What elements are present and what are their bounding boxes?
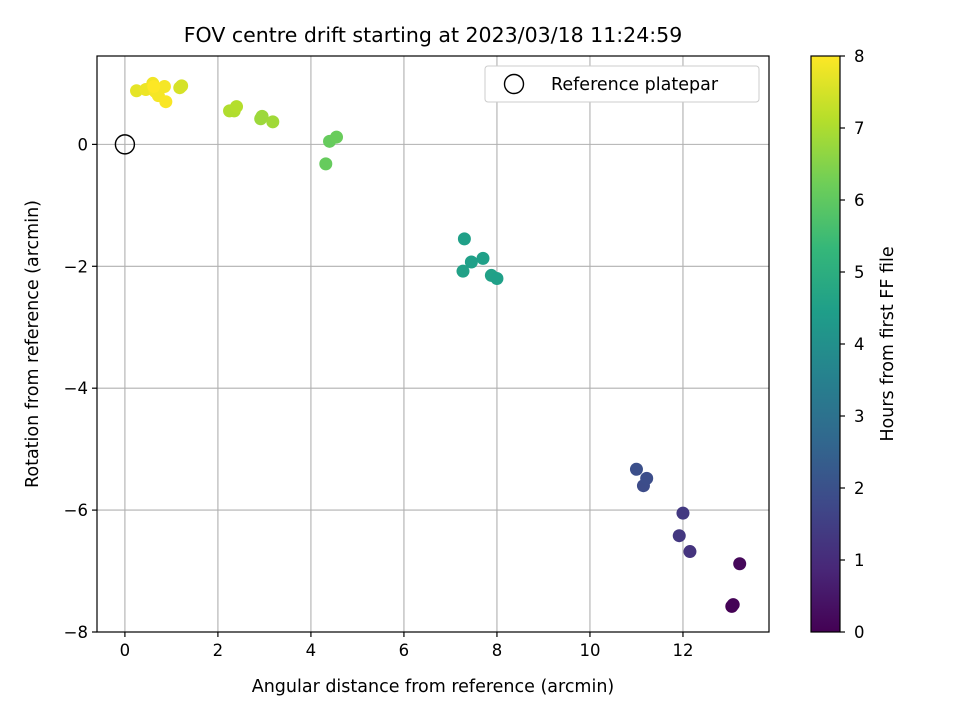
legend-box xyxy=(484,65,760,103)
colorbar-tick-label: 0 xyxy=(854,623,865,642)
colorbar-tick-label: 3 xyxy=(854,407,865,426)
reference-point xyxy=(114,134,136,155)
data-point xyxy=(490,271,504,285)
colorbar-ticks: 0 1 2 3 4 5 6 7 8 xyxy=(840,47,865,642)
y-tick-label: −6 xyxy=(64,501,88,520)
y-tick-label: −8 xyxy=(64,623,88,642)
x-tick-label: 2 xyxy=(213,641,224,660)
data-point xyxy=(159,95,173,109)
data-point xyxy=(230,100,244,114)
data-point xyxy=(330,130,344,144)
data-point xyxy=(147,79,161,93)
y-axis: −8 −6 −4 −2 0 xyxy=(64,135,97,642)
x-tick-label: 12 xyxy=(672,641,693,660)
colorbar-label: Hours from first FF file xyxy=(878,246,898,441)
x-axis-label: Angular distance from reference (arcmin) xyxy=(252,677,615,697)
data-point xyxy=(456,264,470,278)
grid xyxy=(97,56,769,633)
data-point xyxy=(640,471,654,485)
data-point xyxy=(255,109,269,123)
colorbar-tick-label: 4 xyxy=(854,335,865,354)
data-points xyxy=(130,76,747,613)
data-point xyxy=(157,79,171,93)
data-point xyxy=(683,545,697,559)
x-axis: 0 2 4 6 8 10 12 xyxy=(120,632,693,660)
y-tick-label: −4 xyxy=(64,379,88,398)
plot-area xyxy=(96,55,770,633)
colorbar-tick-label: 5 xyxy=(854,263,865,282)
legend-marker-open-circle xyxy=(503,73,525,95)
colorbar-tick-label: 8 xyxy=(854,47,865,66)
colorbar-gradient xyxy=(811,56,840,632)
data-point xyxy=(457,232,471,246)
colorbar-tick-label: 2 xyxy=(854,479,865,498)
data-point xyxy=(672,529,686,543)
y-axis-label: Rotation from reference (arcmin) xyxy=(23,200,43,488)
data-point xyxy=(319,157,333,171)
plot-frame xyxy=(96,55,770,633)
plot-background xyxy=(97,56,769,632)
colorbar-tick-label: 6 xyxy=(854,191,865,210)
chart-title: FOV centre drift starting at 2023/03/18 … xyxy=(184,23,683,47)
x-tick-label: 8 xyxy=(492,641,503,660)
data-point xyxy=(175,79,189,93)
data-point xyxy=(629,462,643,476)
colorbar-tick-label: 7 xyxy=(854,119,865,138)
y-tick-label: −2 xyxy=(64,257,88,276)
x-tick-label: 4 xyxy=(306,641,317,660)
data-point xyxy=(476,251,490,265)
x-tick-label: 10 xyxy=(579,641,600,660)
legend-label: Reference platepar xyxy=(551,75,719,95)
colorbar: 0 1 2 3 4 5 6 7 8 Hours from first FF file xyxy=(810,47,898,642)
data-point xyxy=(726,598,740,612)
legend: Reference platepar xyxy=(484,65,760,103)
x-tick-label: 0 xyxy=(120,641,131,660)
reference-marker xyxy=(114,134,136,155)
colorbar-tick-label: 1 xyxy=(854,551,865,570)
y-tick-label: 0 xyxy=(78,135,89,154)
data-point xyxy=(733,557,747,571)
data-point xyxy=(266,115,280,129)
data-point xyxy=(676,506,690,520)
x-tick-label: 6 xyxy=(399,641,410,660)
data-point xyxy=(464,255,478,269)
